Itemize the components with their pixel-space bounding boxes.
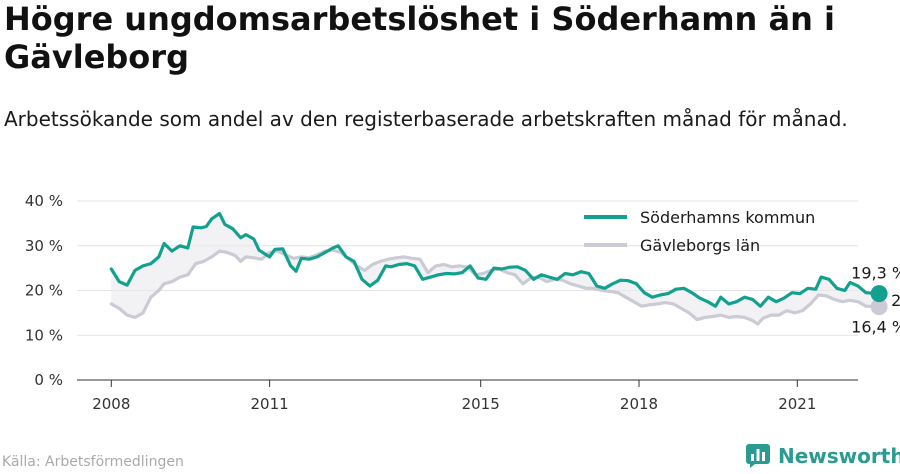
y-tick-label: 30 % <box>25 237 63 255</box>
x-tick-label: 2015 <box>462 395 500 413</box>
axes: 0 % 10 % 20 % 30 % 40 % 2008 2011 2015 2018 2021 <box>25 192 858 413</box>
newsworthy-logo: Newsworthy <box>746 441 900 471</box>
x-tick-label: 2021 <box>778 395 816 413</box>
x-tick-label: 2018 <box>620 395 658 413</box>
y-tick-label: 10 % <box>25 326 63 344</box>
x-tick-label: 2008 <box>92 395 130 413</box>
series-lines <box>109 211 881 326</box>
series-line-soderhamn <box>109 211 881 308</box>
end-label-soderhamn: 19,3 % <box>851 264 900 283</box>
y-tick-label: 40 % <box>25 192 63 210</box>
x-tick-label: 2011 <box>251 395 289 413</box>
legend-label: Söderhamns kommun <box>640 208 815 227</box>
legend-label: Gävleborgs län <box>640 236 760 255</box>
end-marker-soderhamn <box>870 285 888 303</box>
chart-subtitle: Arbetssökande som andel av den registerb… <box>4 107 848 131</box>
brand-name: Newsworthy <box>778 444 900 468</box>
source-note: Källa: Arbetsförmedlingen <box>2 454 184 470</box>
bar-chart-logo-icon <box>746 444 770 468</box>
end-label-gavleborg: 16,4 % <box>851 318 900 337</box>
legend: Söderhamns kommun Gävleborgs län <box>584 208 815 255</box>
chart-title: Högre ungdomsarbetslöshet i Söderhamn än… <box>4 0 835 76</box>
difference-label: 2,9 % <box>891 291 900 310</box>
y-tick-label: 20 % <box>25 282 63 300</box>
end-markers: 19,3 % 16,4 % 2,9 % <box>851 264 900 337</box>
end-marker-gavleborg <box>870 298 888 316</box>
y-tick-label: 0 % <box>34 371 63 389</box>
